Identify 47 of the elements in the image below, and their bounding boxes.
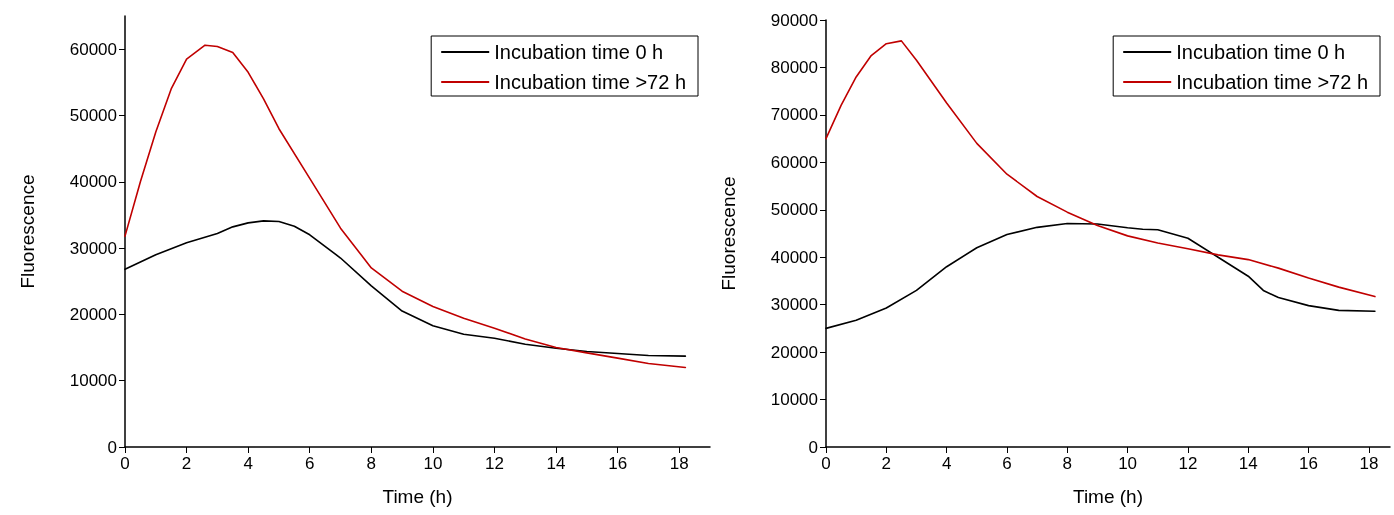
y-tick-label: 20000 — [69, 304, 117, 324]
x-tick-label: 18 — [1359, 454, 1379, 473]
y-tick-label: 30000 — [770, 295, 818, 315]
x-tick-label: 12 — [485, 454, 504, 473]
y-tick-label: 80000 — [770, 57, 818, 77]
y-tick-label: 40000 — [69, 172, 117, 192]
legend-label: Incubation time >72 h — [494, 71, 686, 93]
x-tick-label: 16 — [608, 454, 628, 473]
y-tick-label: 90000 — [770, 10, 818, 30]
y-tick-label: 60000 — [770, 152, 818, 172]
legend-label: Incubation time 0 h — [494, 41, 664, 63]
x-tick-label: 16 — [1299, 454, 1319, 473]
x-tick-label: 12 — [1178, 454, 1198, 473]
y-axis-title: Fluorescence — [17, 174, 38, 289]
x-tick-label: 10 — [423, 454, 443, 473]
x-tick-label: 4 — [243, 454, 253, 473]
x-tick-label: 2 — [181, 454, 192, 473]
line-series — [124, 44, 687, 369]
legend-label: Incubation time >72 h — [1176, 71, 1368, 93]
x-tick-label: 2 — [881, 454, 892, 473]
line-series — [825, 40, 1376, 298]
x-tick-label: 14 — [546, 454, 566, 473]
x-tick-label: 0 — [821, 454, 831, 473]
x-tick-label: 18 — [669, 454, 689, 473]
x-tick-label: 4 — [941, 454, 952, 473]
y-tick-label: 20000 — [770, 342, 818, 362]
y-tick-label: 50000 — [69, 105, 117, 125]
y-tick-label: 30000 — [69, 238, 117, 258]
y-tick-label: 60000 — [69, 39, 117, 59]
x-tick-label: 8 — [1062, 454, 1073, 473]
y-tick-label: 70000 — [770, 105, 818, 125]
y-tick-label: 50000 — [770, 200, 818, 220]
x-tick-label: 8 — [366, 454, 377, 473]
x-tick-label: 0 — [120, 454, 130, 473]
x-tick-label: 6 — [305, 454, 315, 473]
y-axis-title: Fluorescence — [718, 176, 739, 291]
y-tick-label: 0 — [107, 437, 117, 457]
y-tick-label: 40000 — [770, 247, 818, 267]
x-tick-label: 6 — [1002, 454, 1012, 473]
y-tick-label: 0 — [808, 437, 818, 457]
x-tick-label: 14 — [1238, 454, 1258, 473]
y-tick-label: 10000 — [69, 371, 117, 391]
legend-label: Incubation time 0 h — [1176, 41, 1346, 63]
y-tick-label: 10000 — [770, 390, 818, 410]
x-tick-label: 10 — [1118, 454, 1138, 473]
x-axis-title: Time (h) — [1072, 486, 1144, 507]
x-axis-title: Time (h) — [382, 486, 453, 507]
